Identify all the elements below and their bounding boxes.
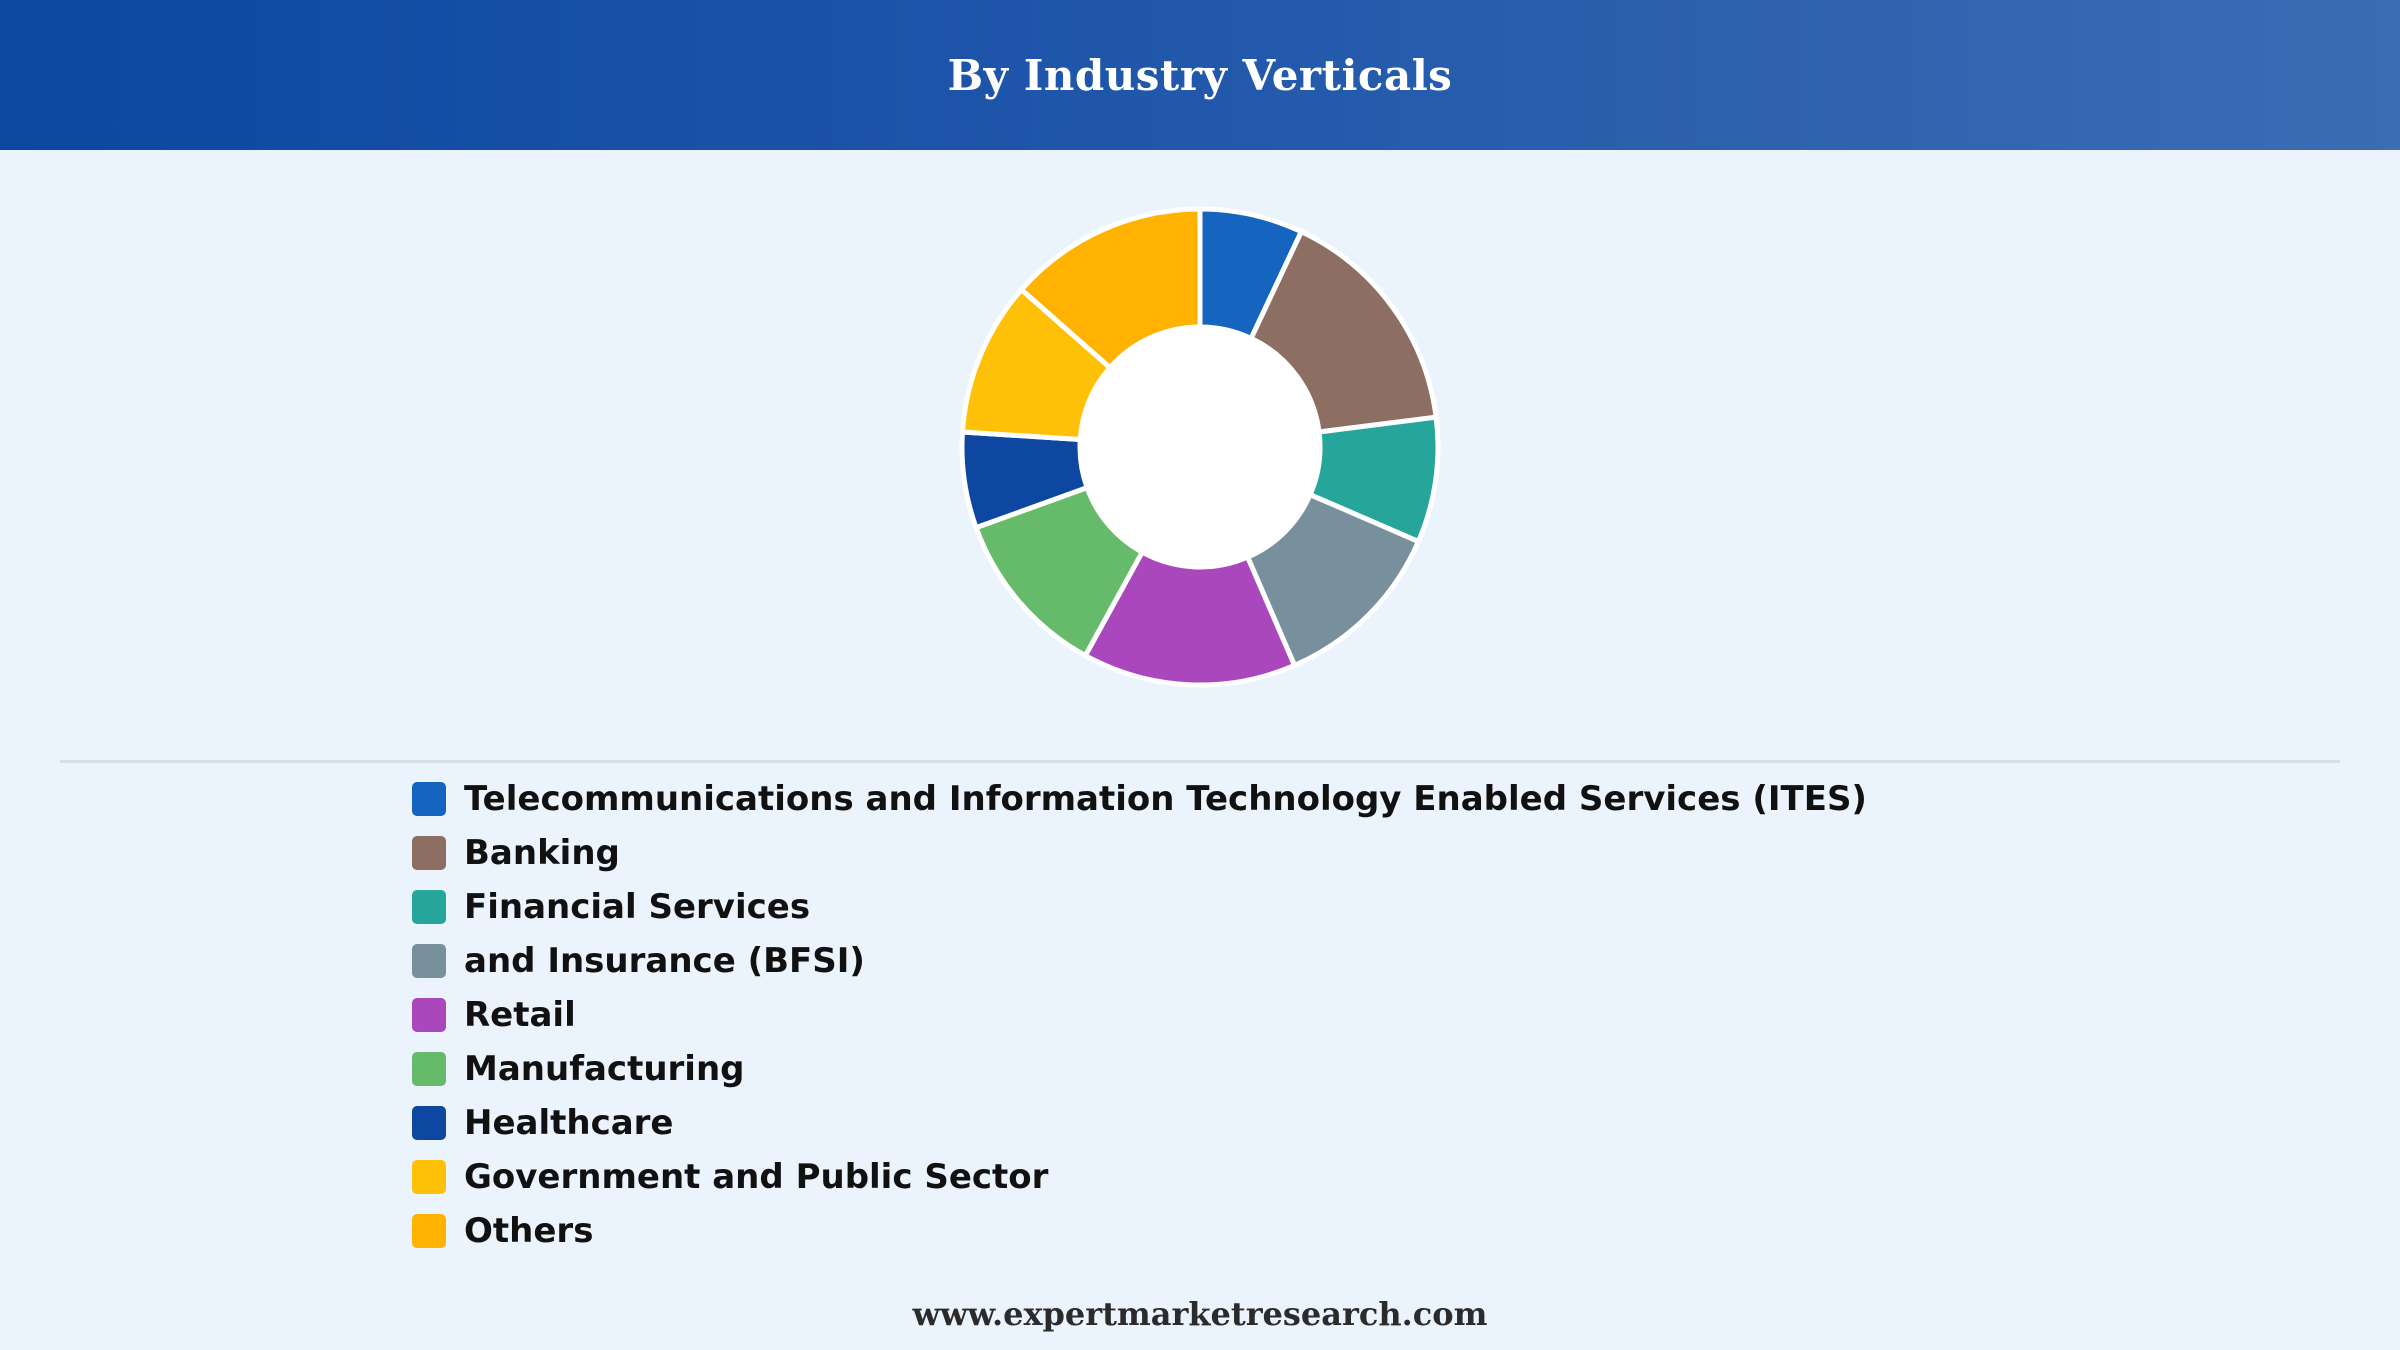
- legend-label: Manufacturing: [464, 1049, 745, 1089]
- legend-swatch: [412, 1106, 446, 1140]
- legend-swatch: [412, 998, 446, 1032]
- slice-2: [1248, 229, 1439, 435]
- legend-label: Telecommunications and Information Techn…: [464, 779, 1867, 819]
- legend-label: Retail: [464, 995, 576, 1035]
- chart-area: [0, 150, 2400, 750]
- legend-label: Government and Public Sector: [464, 1157, 1049, 1197]
- legend-item: and Insurance (BFSI): [412, 934, 2012, 988]
- legend-swatch: [412, 782, 446, 816]
- divider: [60, 760, 2340, 763]
- chart-legend: Telecommunications and Information Techn…: [412, 772, 2012, 1258]
- legend-swatch: [412, 1160, 446, 1194]
- legend-label: Healthcare: [464, 1103, 674, 1143]
- legend-swatch: [412, 890, 446, 924]
- slice-5: [1082, 549, 1298, 688]
- legend-item: Banking: [412, 826, 2012, 880]
- donut-chart: [959, 206, 1441, 688]
- legend-item: Telecommunications and Information Techn…: [412, 772, 2012, 826]
- chart-title: By Industry Verticals: [947, 50, 1453, 100]
- legend-swatch: [412, 836, 446, 870]
- donut-hole: [1082, 329, 1318, 565]
- legend-item: Financial Services: [412, 880, 2012, 934]
- legend-label: Financial Services: [464, 887, 811, 927]
- legend-item: Retail: [412, 988, 2012, 1042]
- legend-label: Others: [464, 1211, 594, 1251]
- legend-item: Healthcare: [412, 1096, 2012, 1150]
- legend-label: Banking: [464, 833, 620, 873]
- slice-9: [1018, 206, 1203, 371]
- legend-swatch: [412, 1052, 446, 1086]
- source-footer: www.expertmarketresearch.com: [912, 1295, 1488, 1333]
- legend-swatch: [412, 944, 446, 978]
- legend-item: Manufacturing: [412, 1042, 2012, 1096]
- legend-item: Others: [412, 1204, 2012, 1258]
- header-banner: By Industry Verticals: [0, 0, 2400, 150]
- legend-item: Government and Public Sector: [412, 1150, 2012, 1204]
- legend-label: and Insurance (BFSI): [464, 941, 865, 981]
- legend-swatch: [412, 1214, 446, 1248]
